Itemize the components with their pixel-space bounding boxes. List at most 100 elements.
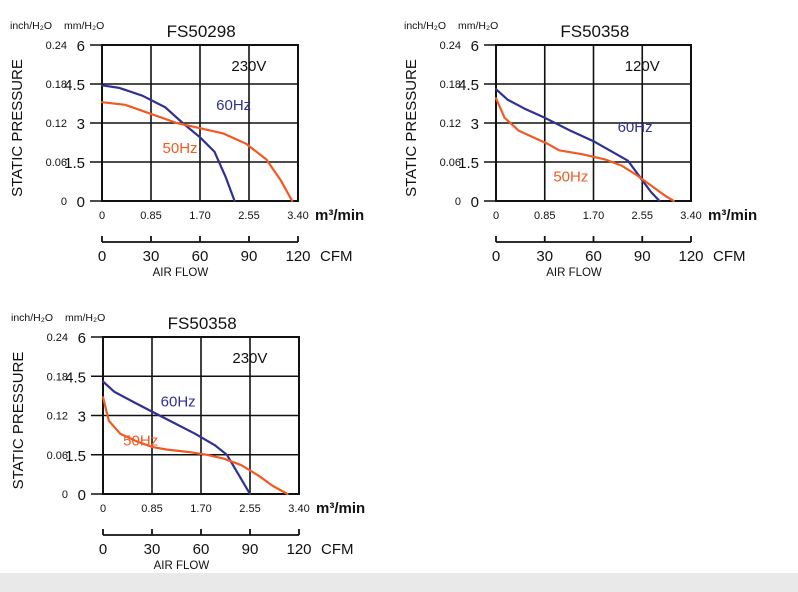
series-line-60hz <box>494 88 661 203</box>
bottom-band <box>0 573 798 592</box>
y-axis-label: STATIC PRESSURE <box>9 59 26 197</box>
cfm-tick-label: 60 <box>585 248 602 265</box>
y-axis-label: STATIC PRESSURE <box>10 352 27 490</box>
y-tick-label-mm: 6 <box>77 38 85 55</box>
x-unit-m3: m³/min <box>315 207 364 224</box>
y-tick-label-inch: 0.18 <box>47 371 68 383</box>
y-tick-label-inch: 0.12 <box>46 118 67 130</box>
x-tick-label-m3: 3.40 <box>680 210 701 222</box>
x-tick-label-m3: 1.70 <box>190 503 211 515</box>
series-line-50hz <box>101 396 289 496</box>
y-unit-inch: inch/H₂O <box>404 20 446 32</box>
y-tick-label-inch: 0 <box>62 489 68 501</box>
chart-title: FS50358 <box>560 22 629 41</box>
x-axis-label: AIR FLOW <box>153 267 209 279</box>
x-tick-label-m3: 2.55 <box>632 210 653 222</box>
x-tick-label-m3: 0 <box>493 210 499 222</box>
y-tick-label-inch: 0.12 <box>47 411 68 423</box>
y-tick-label-mm: 1.5 <box>64 155 85 172</box>
y-unit-mm: mm/H₂O <box>65 312 105 324</box>
y-tick-label-mm: 3 <box>471 116 479 133</box>
cfm-tick-label: 30 <box>536 248 553 265</box>
series-label-50hz: 50Hz <box>163 140 198 157</box>
series-label-60hz: 60Hz <box>216 97 251 114</box>
y-tick-label-inch: 0.24 <box>440 40 461 52</box>
y-tick-label-mm: 0 <box>471 194 479 211</box>
x-unit-cfm: CFM <box>321 541 354 558</box>
x-unit-cfm: CFM <box>713 248 746 265</box>
voltage-label: 120V <box>625 58 660 75</box>
x-axis-label: AIR FLOW <box>546 267 602 279</box>
y-tick-label-mm: 4.5 <box>458 77 479 94</box>
cfm-tick-label: 90 <box>242 541 259 558</box>
y-tick-label-mm: 3 <box>78 409 86 426</box>
series-label-50hz: 50Hz <box>553 169 588 186</box>
voltage-label: 230V <box>232 350 267 367</box>
y-unit-inch: inch/H₂O <box>11 312 53 324</box>
y-tick-label-mm: 1.5 <box>65 448 86 465</box>
y-tick-label-mm: 1.5 <box>458 155 479 172</box>
x-tick-label-m3: 0.85 <box>141 503 162 515</box>
x-unit-m3: m³/min <box>316 500 365 517</box>
series-label-50hz: 50Hz <box>123 433 158 450</box>
cfm-tick-label: 0 <box>99 541 107 558</box>
cfm-tick-label: 120 <box>286 541 311 558</box>
y-tick-label-mm: 4.5 <box>65 369 86 386</box>
x-tick-label-m3: 2.55 <box>238 210 259 222</box>
y-tick-label-mm: 6 <box>78 330 86 347</box>
x-tick-label-m3: 2.55 <box>239 503 260 515</box>
chart-panel-1: FS50298 230V inch/H₂O mm/H₂O 6 0.24 4.50.18 3 0.… <box>9 20 364 279</box>
cfm-tick-label: 30 <box>144 541 161 558</box>
voltage-label: 230V <box>231 58 266 75</box>
cfm-tick-label: 60 <box>192 248 209 265</box>
y-tick-label-inch: 0.18 <box>440 79 461 91</box>
chart-title: FS50298 <box>167 22 236 41</box>
y-tick-label-inch: 0 <box>455 196 461 208</box>
series-line-60hz <box>101 380 252 496</box>
y-tick-label-inch: 0.24 <box>46 40 67 52</box>
x-unit-m3: m³/min <box>708 207 757 224</box>
x-tick-label-m3: 3.40 <box>287 210 308 222</box>
x-tick-label-m3: 1.70 <box>189 210 210 222</box>
y-tick-label-inch: 0.12 <box>440 118 461 130</box>
x-tick-label-m3: 0 <box>99 210 105 222</box>
y-axis-label: STATIC PRESSURE <box>403 59 420 197</box>
y-unit-mm: mm/H₂O <box>64 20 104 32</box>
x-tick-label-m3: 1.70 <box>583 210 604 222</box>
chart-panel-2: FS50358 120V inch/H₂O mm/H₂O 6 0.24 4.50.18 3 0.… <box>403 20 757 279</box>
y-tick-label-inch: 0.06 <box>46 157 67 169</box>
y-tick-label-mm: 6 <box>471 38 479 55</box>
cfm-tick-label: 120 <box>678 248 703 265</box>
x-unit-cfm: CFM <box>320 248 353 265</box>
cfm-tick-label: 0 <box>492 248 500 265</box>
y-tick-label-mm: 3 <box>77 116 85 133</box>
series-label-60hz: 60Hz <box>618 119 653 136</box>
x-tick-label-m3: 0 <box>100 503 106 515</box>
x-axis-label: AIR FLOW <box>154 560 210 572</box>
series-line-50hz <box>100 101 294 203</box>
cfm-tick-label: 90 <box>241 248 258 265</box>
cfm-tick-label: 0 <box>98 248 106 265</box>
y-tick-label-mm: 0 <box>77 194 85 211</box>
cfm-tick-label: 60 <box>193 541 210 558</box>
x-tick-label-m3: 3.40 <box>288 503 309 515</box>
cfm-tick-label: 120 <box>285 248 310 265</box>
cfm-tick-label: 30 <box>143 248 160 265</box>
y-tick-label-mm: 0 <box>78 487 86 504</box>
x-tick-label-m3: 0.85 <box>140 210 161 222</box>
y-tick-label-inch: 0.06 <box>440 157 461 169</box>
series-label-60hz: 60Hz <box>161 393 196 410</box>
series-line-60hz <box>100 84 236 203</box>
series-line-50hz <box>494 97 675 203</box>
y-unit-inch: inch/H₂O <box>10 20 52 32</box>
cfm-tick-label: 90 <box>634 248 651 265</box>
y-tick-label-mm: 4.5 <box>64 77 85 94</box>
x-tick-label-m3: 0.85 <box>534 210 555 222</box>
y-tick-label-inch: 0.06 <box>47 450 68 462</box>
y-tick-label-inch: 0 <box>61 196 67 208</box>
y-unit-mm: mm/H₂O <box>458 20 498 32</box>
y-tick-label-inch: 0.24 <box>47 332 68 344</box>
y-tick-label-inch: 0.18 <box>46 79 67 91</box>
chart-title: FS50358 <box>168 314 237 333</box>
